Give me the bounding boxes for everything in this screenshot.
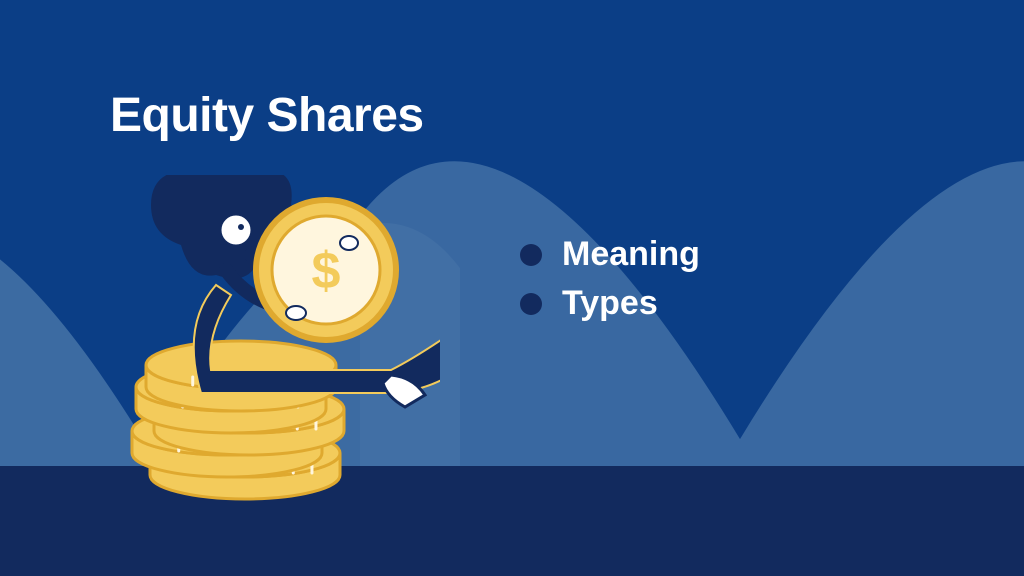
svg-text:$: $	[312, 242, 341, 300]
bullet-dot-icon	[520, 293, 542, 315]
bullet-label: Meaning	[562, 235, 700, 274]
bullet-label: Types	[562, 284, 658, 323]
page-title: Equity Shares	[110, 88, 424, 143]
bullet-item: Meaning	[520, 235, 700, 274]
bullet-item: Types	[520, 284, 700, 323]
bullet-list: Meaning Types	[520, 235, 700, 333]
coin-person-illustration: $	[120, 175, 440, 505]
bullet-dot-icon	[520, 244, 542, 266]
